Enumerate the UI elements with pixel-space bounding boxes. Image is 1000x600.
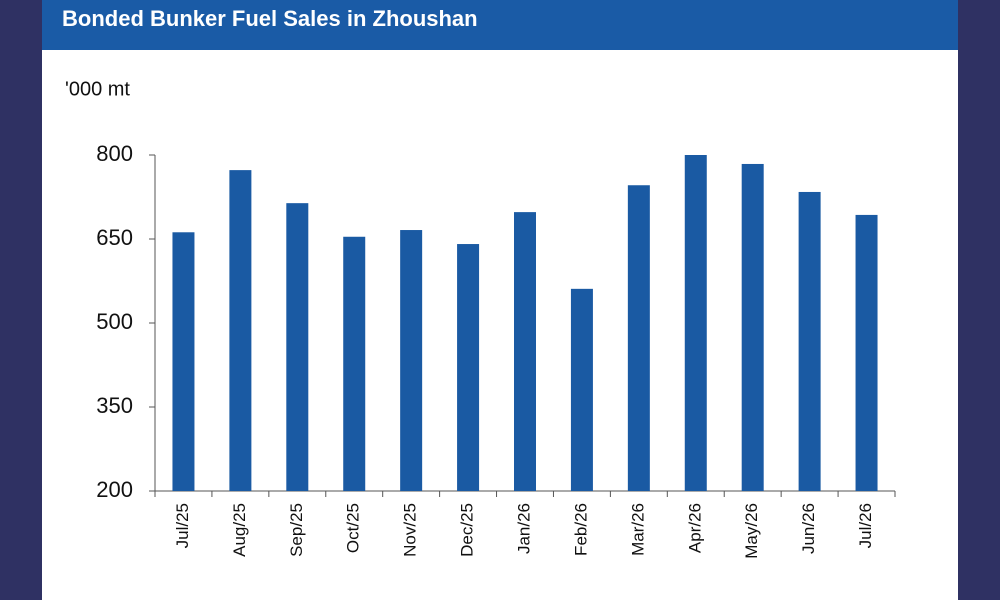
bar: [627, 185, 650, 492]
bar: [400, 230, 423, 492]
bar: [229, 170, 252, 491]
bar: [741, 163, 764, 491]
y-tick-label: 500: [96, 309, 133, 334]
header-bar: [42, 0, 958, 50]
bar: [286, 203, 309, 491]
bar: [684, 155, 707, 491]
bar: [855, 214, 878, 492]
x-tick-label: Dec/25: [458, 503, 477, 557]
bar: [172, 232, 195, 491]
x-tick-label: Mar/26: [628, 503, 647, 556]
y-axis-label: '000 mt: [65, 78, 130, 100]
x-tick-label: Sep/25: [287, 503, 306, 557]
x-tick-label: Nov/25: [401, 503, 420, 557]
x-tick-label: Oct/25: [344, 503, 363, 553]
bar: [570, 288, 593, 491]
bar: [798, 191, 821, 491]
bar: [457, 244, 480, 491]
x-tick-label: Aug/25: [230, 503, 249, 557]
x-tick-label: Apr/26: [685, 503, 704, 553]
y-tick-label: 350: [96, 393, 133, 418]
bar: [514, 212, 536, 491]
bar: [343, 236, 366, 491]
x-tick-label: Jan/26: [514, 503, 533, 554]
x-tick-label: Jun/26: [799, 503, 818, 554]
x-tick-label: Feb/26: [571, 503, 590, 556]
chart-title: Bonded Bunker Fuel Sales in Zhoushan: [62, 6, 478, 31]
y-tick-label: 800: [96, 141, 133, 166]
y-tick-label: 200: [96, 477, 133, 502]
x-tick-label: Jul/26: [856, 503, 875, 548]
y-tick-label: 650: [96, 225, 133, 250]
x-tick-label: May/26: [742, 503, 761, 559]
x-tick-label: Jul/25: [173, 503, 192, 548]
